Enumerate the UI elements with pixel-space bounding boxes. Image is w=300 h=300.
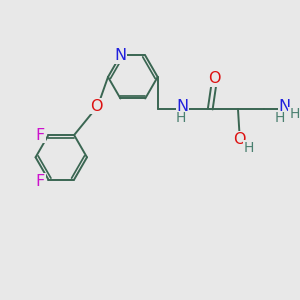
- Text: N: N: [279, 99, 291, 114]
- Text: O: O: [233, 132, 246, 147]
- Text: O: O: [90, 98, 103, 113]
- Text: N: N: [176, 99, 188, 114]
- Text: F: F: [36, 128, 45, 142]
- Text: F: F: [36, 173, 45, 188]
- Text: H: H: [244, 141, 254, 155]
- Text: H: H: [176, 112, 186, 125]
- Text: O: O: [208, 71, 220, 86]
- Text: H: H: [274, 112, 285, 125]
- Text: H: H: [289, 107, 299, 122]
- Text: N: N: [114, 48, 127, 63]
